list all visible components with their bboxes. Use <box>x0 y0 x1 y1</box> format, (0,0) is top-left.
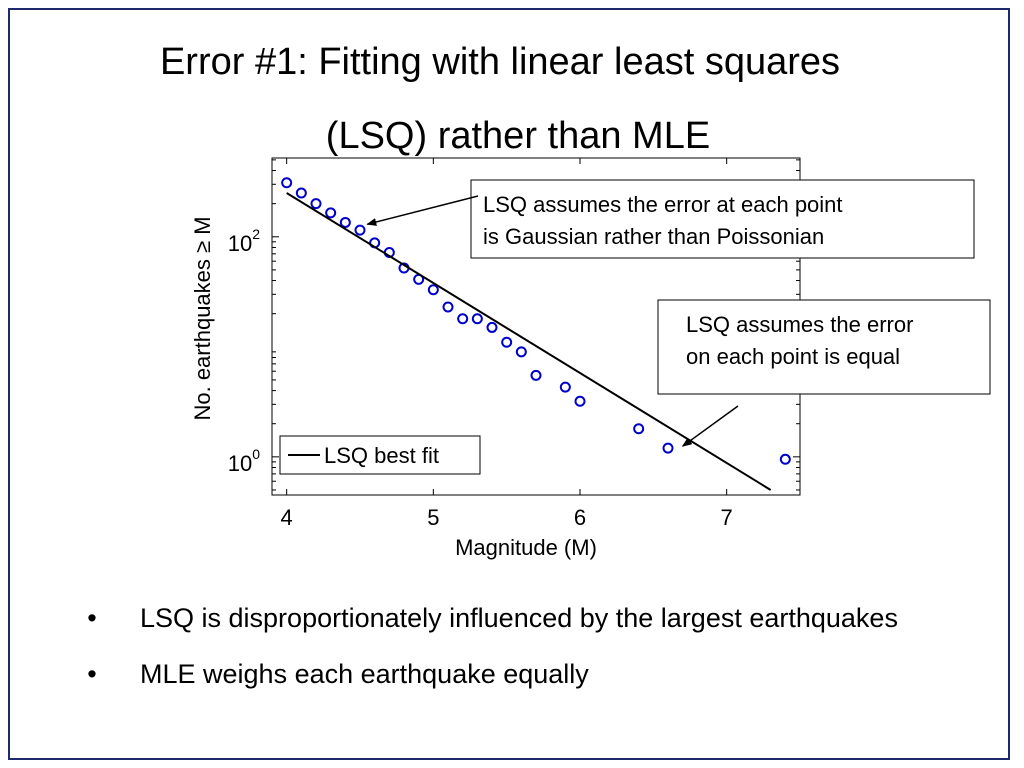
slide-title-line-2: (LSQ) rather than MLE <box>325 115 711 157</box>
annotation-text-line: is Gaussian rather than Poissonian <box>483 224 824 249</box>
x-tick-label: 5 <box>427 505 439 530</box>
annotation-equal: LSQ assumes the error on each point is eq… <box>657 299 991 447</box>
annotation-box <box>657 299 991 395</box>
data-point <box>427 284 439 296</box>
annotation-text-line: LSQ assumes the error at each point <box>483 192 843 217</box>
data-point <box>515 346 527 358</box>
legend-entry: LSQ best fit <box>324 443 439 468</box>
data-point <box>471 313 483 325</box>
bullet-text-1: LSQ is disproportionately influenced by … <box>140 603 898 633</box>
slide-title-line-1: Error #1: Fitting with linear least squa… <box>159 41 841 83</box>
bullet-item-1: • LSQ is disproportionately influenced b… <box>82 600 962 636</box>
data-point <box>633 423 645 435</box>
data-point <box>530 369 542 381</box>
data-point <box>442 301 454 313</box>
y-tick-label: 100 <box>228 446 260 476</box>
legend: LSQ best fit <box>279 435 481 475</box>
data-point <box>457 313 469 325</box>
data-point <box>354 224 366 236</box>
y-tick-label: 102 <box>228 226 260 256</box>
data-point <box>295 187 307 199</box>
bullet-list: • LSQ is disproportionately influenced b… <box>82 600 962 712</box>
y-axis-label: No. earthquakes ≥ M <box>190 216 215 420</box>
data-point <box>310 198 322 210</box>
annotation-text-line: LSQ assumes the error <box>686 312 913 337</box>
data-point <box>325 207 337 219</box>
data-point <box>662 442 674 454</box>
data-point <box>779 453 791 465</box>
annotation-text-line: on each point is equal <box>686 344 900 369</box>
data-point <box>501 336 513 348</box>
magnitude-frequency-chart: 4 5 6 7 100 102 Magnitude (M) No. earthquakes ≥… <box>190 157 991 560</box>
annotation-arrow <box>681 405 739 447</box>
data-point <box>486 321 498 333</box>
annotation-arrow <box>366 195 479 226</box>
bullet-text-2: MLE weighs each earthquake equally <box>140 659 589 689</box>
bullet-dot-icon: • <box>87 603 97 633</box>
data-point <box>281 177 293 189</box>
x-tick-label: 6 <box>574 505 586 530</box>
annotation-gaussian: LSQ assumes the error at each point is Ga… <box>366 179 975 259</box>
data-point <box>574 395 586 407</box>
x-tick-label: 7 <box>721 505 733 530</box>
x-tick-label: 4 <box>281 505 293 530</box>
data-point <box>339 216 351 228</box>
x-axis-label: Magnitude (M) <box>455 535 597 560</box>
bullet-item-2: • MLE weighs each earthquake equally <box>82 656 962 692</box>
slide-frame: Error #1: Fitting with linear least squa… <box>8 8 1010 760</box>
annotation-box <box>470 179 975 259</box>
bullet-dot-icon: • <box>87 659 97 689</box>
data-point <box>559 381 571 393</box>
